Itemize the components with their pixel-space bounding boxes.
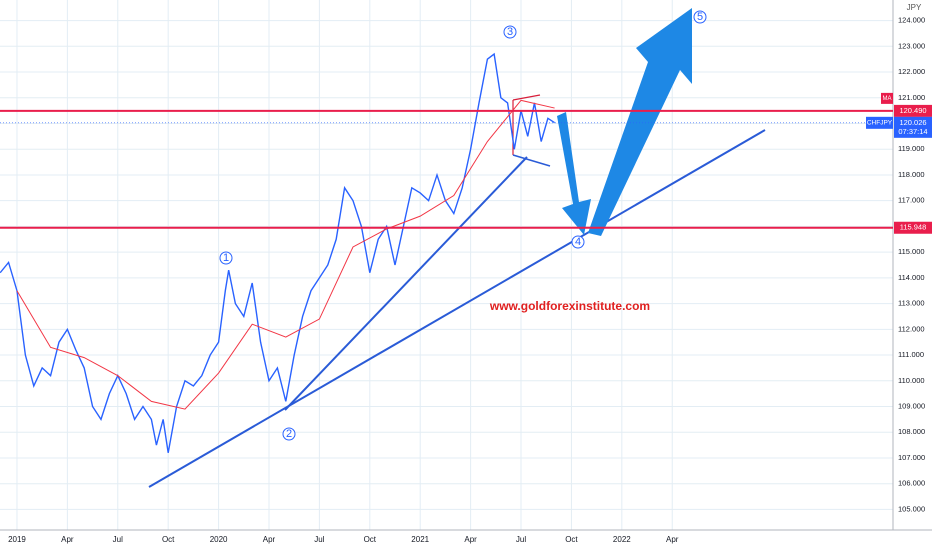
y-tick-label: 110.000 <box>898 376 925 385</box>
wave-label: 2 <box>286 428 292 440</box>
wave-label: 5 <box>697 11 703 23</box>
price-line <box>0 52 555 453</box>
y-tick-label: 108.000 <box>898 427 925 436</box>
y-tick-label: 113.000 <box>898 299 925 308</box>
x-tick-label: 2020 <box>210 535 228 544</box>
y-tick-label: 117.000 <box>898 196 925 205</box>
price-badge <box>894 221 932 234</box>
y-tick-label: 106.000 <box>898 479 925 488</box>
currency-label: JPY <box>907 3 922 12</box>
y-tick-label: 124.000 <box>898 16 925 25</box>
price-axis <box>893 0 932 550</box>
watermark: www.goldforexinstitute.com <box>489 299 650 313</box>
wave-label: 3 <box>507 26 513 38</box>
x-tick-label: Apr <box>666 535 679 544</box>
x-tick-label: Jul <box>113 535 123 544</box>
y-tick-label: 119.000 <box>898 144 925 153</box>
down-arrow <box>557 112 591 235</box>
x-tick-label: Apr <box>61 535 74 544</box>
x-tick-label: Oct <box>162 535 175 544</box>
x-tick-label: 2021 <box>411 535 429 544</box>
price-badge-label: 115.948 <box>900 223 927 232</box>
x-tick-label: 2022 <box>613 535 631 544</box>
x-tick-label: Oct <box>364 535 377 544</box>
y-tick-label: 121.000 <box>898 93 925 102</box>
x-tick-label: Apr <box>263 535 276 544</box>
wave-label: 4 <box>575 236 581 248</box>
last-price-badge <box>894 116 932 138</box>
ma-badge-label: MA <box>883 96 892 102</box>
x-tick-label: Apr <box>464 535 477 544</box>
y-tick-label: 111.000 <box>898 350 924 359</box>
symbol-badge-label: CHFJPY <box>867 120 893 127</box>
price-badge <box>894 104 932 117</box>
last-price-label: 120.026 <box>899 118 926 127</box>
wave-label: 1 <box>223 252 229 264</box>
y-tick-label: 109.000 <box>898 401 925 410</box>
y-tick-label: 122.000 <box>898 67 925 76</box>
time-axis <box>0 530 932 550</box>
y-tick-label: 114.000 <box>898 273 925 282</box>
x-tick-label: 2019 <box>8 535 26 544</box>
x-tick-label: Oct <box>565 535 578 544</box>
x-tick-label: Jul <box>314 535 324 544</box>
symbol-badge <box>866 116 893 129</box>
y-tick-label: 105.000 <box>898 504 925 513</box>
y-tick-label: 123.000 <box>898 41 925 50</box>
price-badge-label: 120.490 <box>899 106 926 115</box>
x-tick-label: Jul <box>516 535 526 544</box>
wave-labels: 1 2 3 4 5 <box>219 10 707 441</box>
trend-line <box>148 129 766 488</box>
y-tick-label: 115.000 <box>898 247 925 256</box>
y-tick-label: 112.000 <box>898 324 925 333</box>
ma-badge <box>881 92 893 104</box>
y-tick-label: 118.000 <box>898 170 925 179</box>
clock-label: 07:37:14 <box>898 127 927 136</box>
triangle-line <box>512 94 541 101</box>
triangle-line <box>512 154 551 167</box>
y-tick-label: 107.000 <box>898 453 925 462</box>
up-arrow <box>588 8 692 236</box>
ma-line <box>16 99 555 410</box>
trend-line <box>284 156 528 411</box>
